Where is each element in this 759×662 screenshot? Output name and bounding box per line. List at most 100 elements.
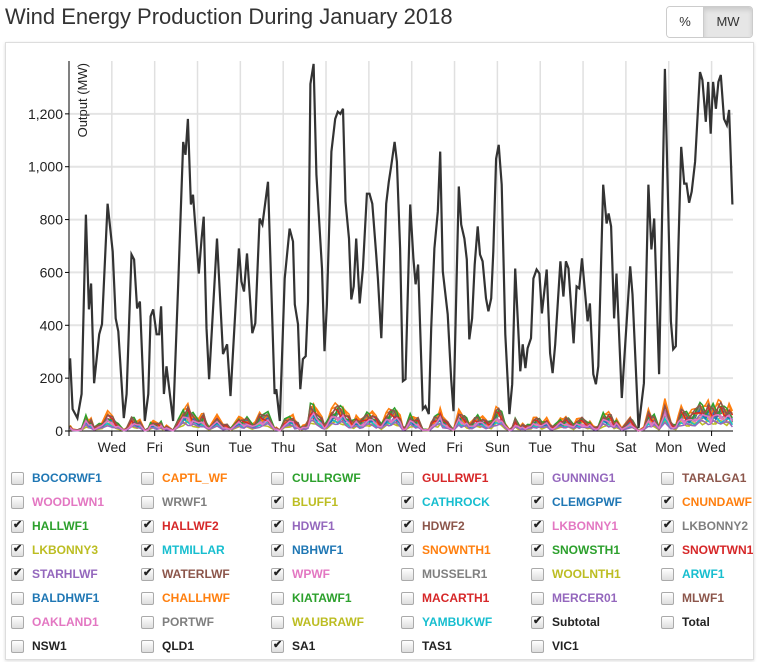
legend-item-oakland1[interactable]: OAKLAND1: [11, 614, 99, 630]
legend-item-woolnth1[interactable]: WOOLNTH1: [531, 566, 621, 582]
legend-checkbox[interactable]: [11, 615, 24, 629]
chart: 0 200 400 600 800 1,000 1,200 Wed Fri Sun Tue Thu Sa…: [28, 61, 734, 455]
legend-checkbox[interactable]: [141, 471, 154, 485]
legend-item-mlwf1[interactable]: MLWF1: [661, 590, 724, 606]
legend-item-subtotal[interactable]: Subtotal: [531, 614, 600, 630]
legend-item-wrwf1[interactable]: WRWF1: [141, 494, 207, 510]
legend-checkbox[interactable]: [661, 519, 674, 533]
legend-item-nsw1[interactable]: NSW1: [11, 638, 67, 654]
legend-checkbox[interactable]: [531, 639, 544, 653]
legend-checkbox[interactable]: [141, 639, 154, 653]
legend-item-snowtwn1[interactable]: SNOWTWN1: [661, 542, 753, 558]
legend-item-hallwf1[interactable]: HALLWF1: [11, 518, 89, 534]
legend-checkbox[interactable]: [401, 591, 414, 605]
legend-checkbox[interactable]: [271, 519, 284, 533]
legend-checkbox[interactable]: [531, 615, 544, 629]
legend-checkbox[interactable]: [11, 543, 24, 557]
x-tick-label: Fri: [147, 439, 163, 455]
legend-checkbox[interactable]: [271, 615, 284, 629]
legend-item-taralga1[interactable]: TARALGA1: [661, 470, 746, 486]
legend-item-waterlwf[interactable]: WATERLWF: [141, 566, 230, 582]
legend-item-waubrawf[interactable]: WAUBRAWF: [271, 614, 364, 630]
legend-item-lkbonny3[interactable]: LKBONNY3: [11, 542, 98, 558]
legend-checkbox[interactable]: [141, 615, 154, 629]
legend-checkbox[interactable]: [141, 519, 154, 533]
legend-item-gullrwf1[interactable]: GULLRWF1: [401, 470, 488, 486]
legend-item-total[interactable]: Total: [661, 614, 710, 630]
legend-checkbox[interactable]: [271, 639, 284, 653]
legend-item-cullrgwf[interactable]: CULLRGWF: [271, 470, 361, 486]
legend-checkbox[interactable]: [531, 471, 544, 485]
legend-checkbox[interactable]: [11, 519, 24, 533]
legend-checkbox[interactable]: [531, 567, 544, 581]
legend-checkbox[interactable]: [141, 495, 154, 509]
legend-checkbox[interactable]: [401, 471, 414, 485]
legend-checkbox[interactable]: [11, 639, 24, 653]
legend-checkbox[interactable]: [141, 567, 154, 581]
legend-label: MERCER01: [552, 591, 618, 605]
legend-item-arwf1[interactable]: ARWF1: [661, 566, 724, 582]
legend-checkbox[interactable]: [661, 591, 674, 605]
legend-item-bluff1[interactable]: BLUFF1: [271, 494, 338, 510]
legend-item-yambukwf[interactable]: YAMBUKWF: [401, 614, 492, 630]
legend-checkbox[interactable]: [11, 567, 24, 581]
legend-item-bocorwf1[interactable]: BOCORWF1: [11, 470, 102, 486]
legend-item-captl_wf[interactable]: CAPTL_WF: [141, 470, 227, 486]
legend-checkbox[interactable]: [661, 471, 674, 485]
legend-item-hdwf1[interactable]: HDWF1: [271, 518, 335, 534]
legend-checkbox[interactable]: [141, 543, 154, 557]
legend-item-snowsth1[interactable]: SNOWSTH1: [531, 542, 620, 558]
legend-checkbox[interactable]: [401, 615, 414, 629]
legend-checkbox[interactable]: [661, 495, 674, 509]
legend-checkbox[interactable]: [531, 495, 544, 509]
legend-checkbox[interactable]: [661, 567, 674, 581]
legend-item-cathrock[interactable]: CATHROCK: [401, 494, 490, 510]
legend-checkbox[interactable]: [661, 543, 674, 557]
mw-button[interactable]: MW: [704, 7, 752, 37]
percent-button[interactable]: %: [667, 7, 704, 37]
legend-item-mtmillar[interactable]: MTMILLAR: [141, 542, 225, 558]
legend-item-tas1[interactable]: TAS1: [401, 638, 452, 654]
legend-item-woodlwn1[interactable]: WOODLWN1: [11, 494, 104, 510]
legend-item-challhwf[interactable]: CHALLHWF: [141, 590, 230, 606]
legend-checkbox[interactable]: [271, 591, 284, 605]
legend-checkbox[interactable]: [271, 567, 284, 581]
legend-item-vic1[interactable]: VIC1: [531, 638, 579, 654]
legend-item-gunning1[interactable]: GUNNING1: [531, 470, 615, 486]
chart-panel: 0 200 400 600 800 1,000 1,200 Wed Fri Sun Tue Thu Sa…: [5, 42, 754, 660]
legend-item-baldhwf1[interactable]: BALDHWF1: [11, 590, 99, 606]
legend-item-musselr1[interactable]: MUSSELR1: [401, 566, 487, 582]
legend-item-sa1[interactable]: SA1: [271, 638, 315, 654]
legend-checkbox[interactable]: [11, 495, 24, 509]
legend-item-wpwf[interactable]: WPWF: [271, 566, 330, 582]
legend-checkbox[interactable]: [401, 543, 414, 557]
legend-item-kiatawf1[interactable]: KIATAWF1: [271, 590, 352, 606]
legend-checkbox[interactable]: [401, 495, 414, 509]
legend-checkbox[interactable]: [531, 591, 544, 605]
legend-checkbox[interactable]: [531, 519, 544, 533]
legend-checkbox[interactable]: [401, 519, 414, 533]
legend-item-snownth1[interactable]: SNOWNTH1: [401, 542, 491, 558]
legend-checkbox[interactable]: [141, 591, 154, 605]
legend-item-lkbonny1[interactable]: LKBONNY1: [531, 518, 618, 534]
legend-item-cnundawf[interactable]: CNUNDAWF: [661, 494, 752, 510]
legend-checkbox[interactable]: [271, 543, 284, 557]
legend-checkbox[interactable]: [11, 471, 24, 485]
legend-item-hdwf2[interactable]: HDWF2: [401, 518, 465, 534]
legend-item-hallwf2[interactable]: HALLWF2: [141, 518, 219, 534]
legend-checkbox[interactable]: [271, 495, 284, 509]
legend-checkbox[interactable]: [401, 567, 414, 581]
legend-item-qld1[interactable]: QLD1: [141, 638, 194, 654]
legend-item-portwf[interactable]: PORTWF: [141, 614, 214, 630]
legend-checkbox[interactable]: [401, 639, 414, 653]
legend-item-lkbonny2[interactable]: LKBONNY2: [661, 518, 748, 534]
legend-item-mercer01[interactable]: MERCER01: [531, 590, 617, 606]
legend-checkbox[interactable]: [11, 591, 24, 605]
legend-item-macarth1[interactable]: MACARTH1: [401, 590, 489, 606]
legend-item-clemgpwf[interactable]: CLEMGPWF: [531, 494, 622, 510]
legend-item-starhlwf[interactable]: STARHLWF: [11, 566, 98, 582]
legend-checkbox[interactable]: [661, 615, 674, 629]
legend-checkbox[interactable]: [531, 543, 544, 557]
legend-item-nbhwf1[interactable]: NBHWF1: [271, 542, 343, 558]
legend-checkbox[interactable]: [271, 471, 284, 485]
